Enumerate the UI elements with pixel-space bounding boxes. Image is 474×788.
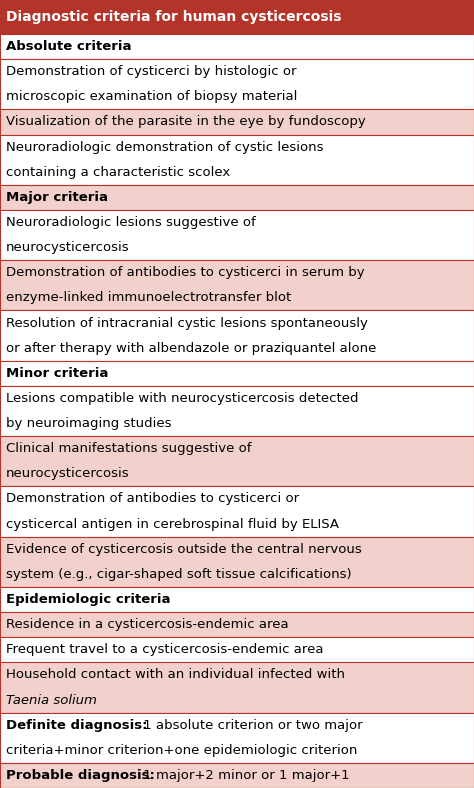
Text: Absolute criteria: Absolute criteria [6,40,131,53]
Text: or after therapy with albendazole or praziquantel alone: or after therapy with albendazole or pra… [6,342,376,355]
Bar [0,486,474,537]
Bar [0,663,474,712]
Text: 1 major+2 minor or 1 major+1: 1 major+2 minor or 1 major+1 [139,769,350,782]
Text: Taenia solium: Taenia solium [6,693,97,707]
Text: Demonstration of antibodies to cysticerci in serum by: Demonstration of antibodies to cysticerc… [6,266,365,279]
Bar [0,436,474,486]
Text: enzyme-linked immunoelectrotransfer blot: enzyme-linked immunoelectrotransfer blot [6,292,291,304]
Text: Visualization of the parasite in the eye by fundoscopy: Visualization of the parasite in the eye… [6,116,366,128]
Text: Probable diagnosis:: Probable diagnosis: [6,769,155,782]
Bar [0,260,474,310]
Text: Minor criteria: Minor criteria [6,366,109,380]
Bar [0,310,474,361]
Text: Evidence of cysticercosis outside the central nervous: Evidence of cysticercosis outside the ce… [6,543,362,556]
Text: Demonstration of cysticerci by histologic or: Demonstration of cysticerci by histologi… [6,65,297,78]
Text: Clinical manifestations suggestive of: Clinical manifestations suggestive of [6,442,252,455]
Text: by neuroimaging studies: by neuroimaging studies [6,417,172,430]
Bar [0,386,474,436]
Text: Neuroradiologic lesions suggestive of: Neuroradiologic lesions suggestive of [6,216,256,229]
Bar [0,34,474,59]
Bar [0,59,474,110]
Text: Resolution of intracranial cystic lesions spontaneously: Resolution of intracranial cystic lesion… [6,317,368,329]
Bar [0,110,474,135]
Text: Epidemiologic criteria: Epidemiologic criteria [6,593,171,606]
Bar [0,612,474,637]
Text: system (e.g., cigar-shaped soft tissue calcifications): system (e.g., cigar-shaped soft tissue c… [6,568,352,581]
Text: containing a characteristic scolex: containing a characteristic scolex [6,165,230,179]
Text: Major criteria: Major criteria [6,191,108,204]
Bar [0,763,474,788]
Text: Diagnostic criteria for human cysticercosis: Diagnostic criteria for human cysticerco… [6,10,341,24]
Text: Neuroradiologic demonstration of cystic lesions: Neuroradiologic demonstration of cystic … [6,140,323,154]
Text: criteria+minor criterion+one epidemiologic criterion: criteria+minor criterion+one epidemiolog… [6,744,357,756]
Text: neurocysticercosis: neurocysticercosis [6,467,129,481]
Text: Frequent travel to a cysticercosis-endemic area: Frequent travel to a cysticercosis-endem… [6,643,323,656]
Text: Definite diagnosis:: Definite diagnosis: [6,719,147,732]
Bar [0,135,474,185]
Bar [0,712,474,763]
Bar [0,587,474,612]
Bar [0,537,474,587]
Bar [0,637,474,663]
Text: 1 absolute criterion or two major: 1 absolute criterion or two major [139,719,363,732]
Text: neurocysticercosis: neurocysticercosis [6,241,129,255]
Bar [0,0,474,34]
Bar [0,361,474,386]
Text: microscopic examination of biopsy material: microscopic examination of biopsy materi… [6,91,297,103]
Text: Demonstration of antibodies to cysticerci or: Demonstration of antibodies to cysticerc… [6,492,299,505]
Text: cysticercal antigen in cerebrospinal fluid by ELISA: cysticercal antigen in cerebrospinal flu… [6,518,339,530]
Text: Lesions compatible with neurocysticercosis detected: Lesions compatible with neurocysticercos… [6,392,358,405]
Text: Household contact with an individual infected with: Household contact with an individual inf… [6,668,345,682]
Bar [0,185,474,210]
Text: Residence in a cysticercosis-endemic area: Residence in a cysticercosis-endemic are… [6,618,289,631]
Bar [0,210,474,260]
